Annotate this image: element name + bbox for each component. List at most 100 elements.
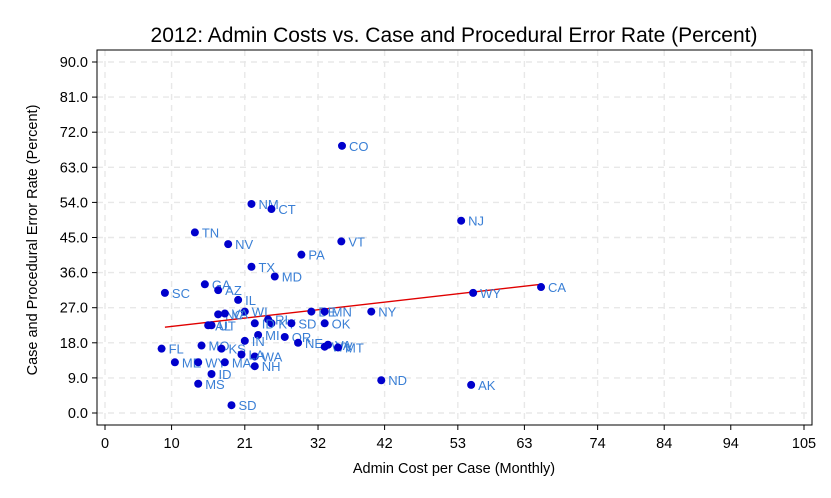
data-point-label: AL	[215, 318, 231, 333]
data-point-label: TN	[202, 225, 219, 240]
x-tick-label: 0	[101, 436, 109, 452]
x-tick-label: 105	[792, 436, 816, 452]
data-point-label: RI	[275, 312, 288, 327]
data-point	[337, 237, 346, 246]
data-point-label: PA	[308, 248, 325, 263]
data-point-label: NY	[378, 305, 396, 320]
data-point	[250, 362, 259, 371]
x-tick-label: 94	[723, 436, 739, 452]
data-point	[197, 341, 206, 350]
data-point	[194, 358, 203, 367]
y-tick-label: 9.0	[68, 371, 88, 387]
x-tick-label: 32	[310, 436, 326, 452]
data-point	[250, 319, 259, 328]
y-tick-label: 54.0	[60, 195, 88, 211]
y-tick-label: 45.0	[60, 231, 88, 247]
data-point	[247, 262, 256, 271]
data-point-label: CO	[349, 139, 369, 154]
data-point-label: NJ	[468, 214, 484, 229]
y-tick-label: 36.0	[60, 266, 88, 282]
data-point	[469, 288, 478, 297]
data-point	[227, 401, 236, 410]
data-point	[337, 141, 346, 150]
data-point	[240, 307, 249, 316]
data-point	[457, 216, 466, 225]
y-tick-label: 27.0	[60, 301, 88, 317]
y-tick-label: 81.0	[60, 90, 88, 106]
axis-layer: 0 10 21 32 42 53 63 74 84 94 105 0.0 9.0 18.0 27.0 36.0…	[60, 49, 816, 452]
x-tick-label: 74	[590, 436, 606, 452]
data-point-label: UT	[219, 318, 236, 333]
data-point	[250, 352, 259, 361]
data-point-label: MI	[265, 328, 279, 343]
data-point	[237, 350, 246, 359]
data-point-label: WY	[480, 286, 501, 301]
data-point-label: CT	[278, 202, 295, 217]
data-point	[214, 286, 223, 295]
data-point-label: LA	[248, 348, 264, 363]
y-tick-label: 90.0	[60, 55, 88, 71]
data-point-label: ID	[262, 316, 275, 331]
data-point	[170, 358, 179, 367]
y-tick-label: 63.0	[60, 160, 88, 176]
data-point-label: MA	[232, 355, 252, 370]
data-point	[267, 205, 276, 214]
data-point	[377, 376, 386, 385]
data-point-label: VA	[232, 307, 249, 322]
data-point	[234, 295, 243, 304]
y-tick-label: 18.0	[60, 336, 88, 352]
data-point	[160, 288, 169, 297]
data-point-label: SD	[238, 398, 256, 413]
data-point	[320, 342, 329, 351]
data-point	[297, 250, 306, 259]
x-tick-label: 53	[450, 436, 466, 452]
data-point-label: WY	[205, 355, 226, 370]
data-point	[220, 358, 229, 367]
data-point	[537, 283, 546, 292]
data-point-label: VT	[348, 234, 365, 249]
x-tick-label: 10	[164, 436, 180, 452]
chart-title: 2012: Admin Costs vs. Case and Procedura…	[151, 24, 758, 47]
fit-line-layer	[164, 283, 542, 328]
data-point-label: ID	[219, 367, 232, 382]
data-point-label: NV	[235, 237, 253, 252]
data-point-label: SD	[298, 316, 316, 331]
x-tick-label: 84	[656, 436, 672, 452]
data-point	[267, 319, 276, 328]
grid-layer	[97, 50, 812, 425]
data-point	[280, 332, 289, 341]
data-point-label: MD	[282, 270, 302, 285]
data-point	[207, 370, 216, 378]
data-point	[217, 344, 226, 353]
x-axis-label: Admin Cost per Case (Monthly)	[353, 461, 555, 477]
y-tick-label: 0.0	[68, 406, 88, 422]
data-point-label: WA	[262, 349, 283, 364]
data-point-label: MT	[345, 340, 364, 355]
data-point-label: IL	[245, 293, 256, 308]
y-axis-label: Case and Procedural Error Rate (Percent)	[25, 105, 41, 376]
data-point-label: NE	[305, 336, 323, 351]
data-point	[157, 344, 166, 353]
data-point	[254, 331, 263, 339]
data-point	[194, 379, 203, 388]
data-point	[334, 343, 342, 352]
data-point	[240, 336, 249, 345]
data-point-label: IN	[252, 334, 265, 349]
data-point	[320, 307, 329, 316]
data-point	[307, 307, 316, 316]
data-point	[367, 307, 376, 316]
data-point	[220, 309, 229, 318]
data-point	[190, 228, 199, 237]
data-point-label: TX	[258, 260, 275, 275]
fit-line	[164, 283, 542, 328]
data-point-label: FL	[169, 342, 184, 357]
data-point	[320, 319, 329, 328]
data-point-label: OK	[332, 316, 351, 331]
data-point	[204, 321, 213, 330]
x-tick-label: 21	[237, 436, 253, 452]
data-point-label: SC	[172, 286, 190, 301]
data-point-label: WI	[252, 305, 268, 320]
y-tick-label: 72.0	[60, 125, 88, 141]
